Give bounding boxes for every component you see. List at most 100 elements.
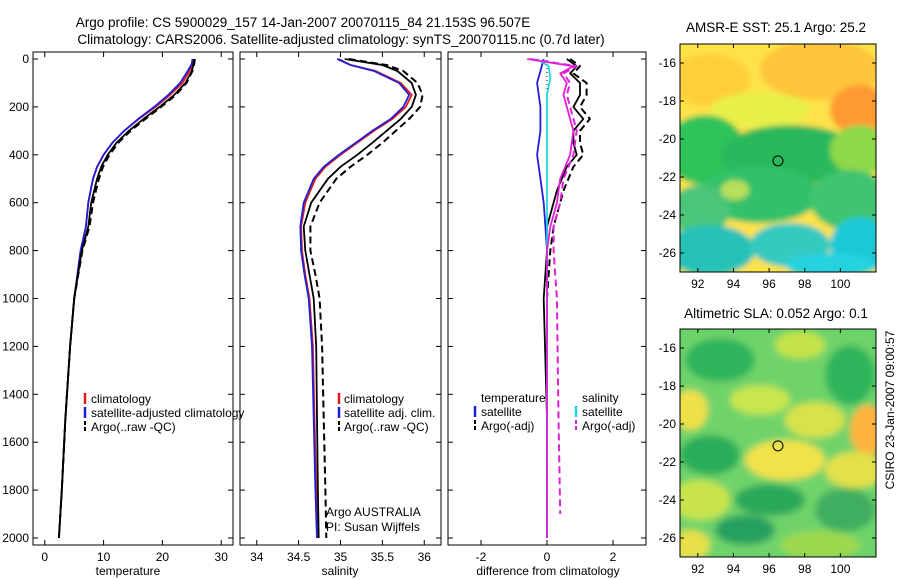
legend-climatology-label: climatology xyxy=(344,392,404,406)
temperature-legend: climatology satellite-adjusted climatolo… xyxy=(83,392,244,434)
y-tick-label: 1600 xyxy=(2,435,29,449)
float-owner-annotation: Argo AUSTRALIA xyxy=(326,505,421,519)
argo-location-marker xyxy=(772,440,784,452)
legend-salinity-title: salinity xyxy=(582,391,619,405)
x-tick-label: 96 xyxy=(762,562,776,576)
legend-sal-argo-label: Argo(-adj) xyxy=(582,419,635,433)
series-line xyxy=(58,58,196,539)
y-tick-label: -16 xyxy=(659,341,677,355)
y-tick-label: 0 xyxy=(22,52,29,66)
series-line xyxy=(57,58,196,539)
salinity-lines xyxy=(299,58,424,539)
sla-map-frame xyxy=(679,328,877,558)
salinity-legend: climatology satellite adj. clim. Argo(..… xyxy=(337,392,435,434)
y-tick-label: -26 xyxy=(659,246,677,260)
y-tick-label: -22 xyxy=(659,170,677,184)
x-tick-label: 92 xyxy=(691,562,705,576)
y-tick-label: 1000 xyxy=(2,292,29,306)
x-tick-label: 94 xyxy=(727,562,741,576)
difference-panel: -2 0 2 difference from climatology tempera… xyxy=(447,51,647,578)
temperature-xlabel: temperature xyxy=(96,564,161,578)
y-tick-label: 400 xyxy=(9,148,29,162)
y-tick-label: -20 xyxy=(659,417,677,431)
y-tick-label: 200 xyxy=(9,100,29,114)
y-tick-label: -24 xyxy=(659,493,677,507)
y-tick-label: 1400 xyxy=(2,387,29,401)
legend-temp-satellite-label: satellite xyxy=(481,405,522,419)
series-line xyxy=(536,58,548,538)
sst-map-ticks: 92 94 96 98 100 -16 -18 -20 -22 -24 -26 xyxy=(659,44,876,291)
x-tick-label: 34 xyxy=(250,550,264,564)
x-tick-label: 34.5 xyxy=(287,550,311,564)
legend-argo-label: Argo(..raw -QC) xyxy=(91,420,176,434)
legend-temp-argo-label: Argo(-adj) xyxy=(481,419,534,433)
sst-map-title: AMSR-E SST: 25.1 Argo: 25.2 xyxy=(686,20,866,35)
x-tick-label: 100 xyxy=(830,562,850,576)
figure-title-line2: Climatology: CARS2006. Satellite-adjuste… xyxy=(77,32,604,47)
x-tick-label: 92 xyxy=(691,277,705,291)
y-tick-label: -18 xyxy=(659,94,677,108)
series-line xyxy=(542,58,585,538)
float-pi-annotation: PI: Susan Wijffels xyxy=(326,520,420,534)
series-line xyxy=(58,58,195,539)
series-line xyxy=(58,58,194,539)
y-tick-label: -24 xyxy=(659,208,677,222)
y-tick-label: 1800 xyxy=(2,483,29,497)
salinity-panel: 34 34.5 35 35.5 36 salinity climatology sate… xyxy=(239,51,442,578)
x-tick-label: 98 xyxy=(798,562,812,576)
salinity-xlabel: salinity xyxy=(322,564,359,578)
x-tick-label: 2 xyxy=(610,550,617,564)
sla-map-ticks: 92 94 96 98 100 -16 -18 -20 -22 -24 -26 xyxy=(659,329,876,576)
series-line xyxy=(530,58,578,515)
salinity-ticks: 34 34.5 35 35.5 36 xyxy=(240,52,441,564)
figure-title-line1: Argo profile: CS 5900029_157 14-Jan-2007… xyxy=(76,15,531,30)
y-tick-label: 800 xyxy=(9,244,29,258)
y-tick-label: -18 xyxy=(659,379,677,393)
series-line xyxy=(302,58,417,539)
x-tick-label: 100 xyxy=(830,277,850,291)
x-tick-label: 0 xyxy=(41,550,48,564)
legend-climatology-label: climatology xyxy=(91,392,151,406)
x-tick-label: 35 xyxy=(334,550,348,564)
x-tick-label: 36 xyxy=(418,550,432,564)
temperature-ticks: 0 10 20 30 0 200 400 600 800 1000 1200 1400 1600 1800… xyxy=(2,52,233,564)
series-line xyxy=(309,58,424,539)
y-tick-label: 2000 xyxy=(2,531,29,545)
sst-field xyxy=(680,44,876,272)
y-tick-label: 600 xyxy=(9,196,29,210)
series-line xyxy=(527,58,575,538)
legend-satellite-label: satellite adj. clim. xyxy=(344,406,435,420)
x-tick-label: 94 xyxy=(727,277,741,291)
sst-map-frame xyxy=(679,43,877,273)
x-tick-label: 20 xyxy=(156,550,170,564)
argo-location-marker xyxy=(772,155,784,167)
x-tick-label: 30 xyxy=(215,550,229,564)
series-line xyxy=(299,58,411,539)
x-tick-label: 98 xyxy=(798,277,812,291)
difference-xlabel: difference from climatology xyxy=(476,564,619,578)
x-tick-label: 35.5 xyxy=(371,550,395,564)
sst-map-panel: AMSR-E SST: 25.1 Argo: 25.2 xyxy=(659,20,877,291)
legend-temperature-title: temperature xyxy=(481,391,546,405)
sla-map-panel: Altimetric SLA: 0.052 Argo: 0.1 xyxy=(659,306,877,576)
legend-satellite-label: satellite-adjusted climatology xyxy=(91,406,244,420)
creation-credit: CSIRO 23-Jan-2007 09:00:57 xyxy=(883,330,897,489)
x-tick-label: -2 xyxy=(476,550,487,564)
x-tick-label: 0 xyxy=(544,550,551,564)
x-tick-label: 96 xyxy=(762,277,776,291)
y-tick-label: 1200 xyxy=(2,339,29,353)
series-line xyxy=(546,58,591,538)
y-tick-label: -22 xyxy=(659,455,677,469)
legend-argo-label: Argo(..raw -QC) xyxy=(344,420,429,434)
y-tick-label: -16 xyxy=(659,56,677,70)
sla-field xyxy=(680,329,876,557)
difference-lines xyxy=(527,58,591,538)
y-tick-label: -20 xyxy=(659,132,677,146)
temperature-panel: 0 10 20 30 0 200 400 600 800 1000 1200 1400 1600 1800… xyxy=(2,51,244,578)
y-tick-label: -26 xyxy=(659,531,677,545)
salinity-axes-box xyxy=(239,51,442,546)
sla-map-title: Altimetric SLA: 0.052 Argo: 0.1 xyxy=(684,306,868,321)
temperature-lines xyxy=(57,58,196,539)
x-tick-label: 10 xyxy=(97,550,111,564)
